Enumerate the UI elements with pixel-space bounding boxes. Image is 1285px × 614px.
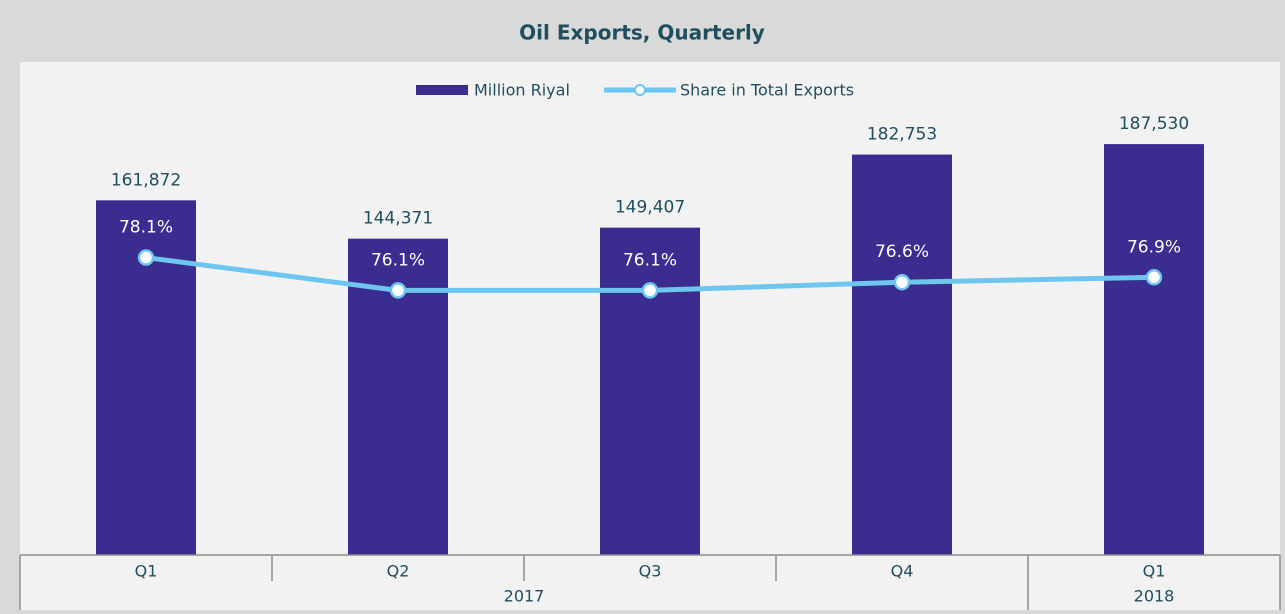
x-tick-label: Q3: [639, 562, 662, 581]
legend-swatch: [634, 84, 646, 96]
x-tick-label: Q1: [135, 562, 158, 581]
line-point: [389, 282, 407, 299]
x-group-label: 2017: [504, 587, 545, 606]
x-group-label: 2018: [1134, 587, 1175, 606]
bar-value-label: 144,371: [363, 209, 433, 229]
line-point: [893, 273, 911, 291]
line-point: [1145, 269, 1163, 286]
bar-value-label: 182,753: [867, 125, 937, 145]
x-tick-label: Q2: [387, 562, 410, 581]
x-tick-label: Q4: [891, 562, 914, 581]
line-value-label: 76.1%: [623, 250, 677, 270]
chart-title: Oil Exports, Quarterly: [519, 21, 765, 45]
bar: [1104, 144, 1204, 555]
bar-value-label: 187,530: [1119, 114, 1189, 134]
bar-value-label: 149,407: [615, 198, 685, 218]
x-tick-label: Q1: [1143, 562, 1166, 581]
legend-label: Million Riyal: [474, 81, 570, 100]
line-point: [641, 282, 659, 299]
bar: [852, 154, 952, 555]
bar: [600, 227, 700, 555]
line-value-label: 76.1%: [371, 250, 425, 270]
line-point: [137, 249, 155, 266]
line-value-label: 76.6%: [875, 242, 929, 262]
line-value-label: 78.1%: [119, 218, 173, 238]
legend-swatch: [416, 85, 468, 95]
legend-label: Share in Total Exports: [680, 81, 854, 100]
line-value-label: 76.9%: [1127, 237, 1181, 257]
bar-value-label: 161,872: [111, 170, 181, 190]
